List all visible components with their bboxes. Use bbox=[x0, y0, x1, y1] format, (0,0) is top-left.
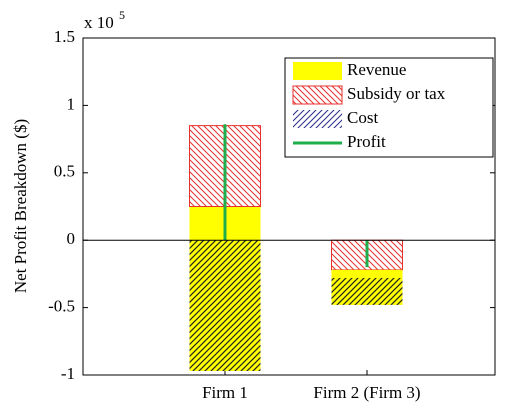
legend-label: Profit bbox=[347, 132, 386, 151]
axis-multiplier-exponent: 5 bbox=[119, 8, 125, 22]
y-tick-label: 1 bbox=[67, 94, 76, 113]
legend-swatch bbox=[293, 110, 342, 128]
legend-swatch bbox=[292, 85, 343, 105]
bar-segment bbox=[189, 240, 261, 371]
legend-label: Cost bbox=[347, 108, 378, 127]
legend-swatch bbox=[293, 62, 342, 80]
axis-multiplier: x 10 bbox=[84, 13, 114, 32]
x-tick-label: Firm 1 bbox=[202, 383, 248, 402]
y-tick-label: -1 bbox=[61, 364, 75, 383]
bar-segment bbox=[331, 277, 403, 305]
legend-label: Revenue bbox=[347, 60, 406, 79]
plot-frame bbox=[82, 37, 496, 376]
y-tick-label: 0.5 bbox=[54, 162, 75, 181]
legend-label: Subsidy or tax bbox=[347, 84, 446, 103]
y-tick-label: -0.5 bbox=[48, 297, 75, 316]
x-tick-label: Firm 2 (Firm 3) bbox=[313, 383, 420, 402]
y-tick-label: 1.5 bbox=[54, 27, 75, 46]
bar-segment bbox=[331, 269, 403, 278]
y-tick-label: 0 bbox=[67, 229, 76, 248]
y-axis-label: Net Profit Breakdown ($) bbox=[11, 119, 30, 293]
